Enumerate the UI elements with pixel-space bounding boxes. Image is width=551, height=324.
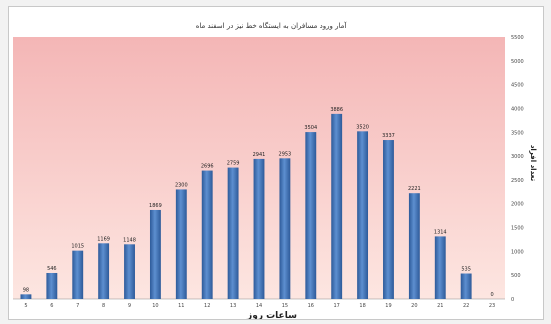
x-tick-label-13: 13 [230,303,236,309]
x-tick-label-10: 10 [152,303,158,309]
bar-13 [227,167,239,299]
y-tick-label-2500: 2500 [511,178,524,184]
y-tick-label-4500: 4500 [511,83,524,89]
data-label-11: 2300 [175,182,188,188]
data-label-8: 1169 [97,236,110,242]
data-label-15: 2953 [279,151,292,157]
data-label-5: 98 [23,287,29,293]
chart-area: آمار ورود مسافران به ایستگاه خط نیز در ا… [8,6,544,320]
y-tick-label-1500: 1500 [511,226,524,232]
data-label-9: 1148 [123,237,136,243]
chart-title: آمار ورود مسافران به ایستگاه خط نیز در ا… [196,21,348,30]
data-label-17: 3886 [330,107,343,113]
data-label-7: 1015 [71,244,84,250]
data-label-20: 2221 [408,186,421,192]
bar-12 [201,170,213,299]
x-tick-label-5: 5 [24,303,27,309]
data-labels-layer: 98 546 1015 1169 1148 1869 2300 2696 2759 2941 295… [23,107,494,298]
bar-21 [434,236,446,299]
bar-16 [305,132,317,299]
y-tick-label-500: 500 [511,273,521,279]
bar-22 [460,273,472,299]
x-tick-label-23: 23 [489,303,495,309]
bar-14 [253,158,265,299]
chart: آمار ورود مسافران به ایستگاه خط نیز در ا… [13,21,537,319]
bar-17 [331,113,343,299]
x-tick-label-7: 7 [76,303,79,309]
data-label-12: 2696 [201,164,214,170]
y-tick-label-0: 0 [511,297,514,303]
x-tick-label-9: 9 [128,303,131,309]
y-tick-label-1000: 1000 [511,249,524,255]
data-label-10: 1869 [149,203,162,209]
data-label-21: 1314 [434,229,447,235]
bar-20 [408,193,420,299]
x-tick-label-20: 20 [411,303,417,309]
x-tick-label-16: 16 [308,303,314,309]
x-axis-title: ساعات روز [246,311,297,319]
bar-6 [46,272,58,299]
bars-layer [20,113,472,299]
x-tick-label-22: 22 [463,303,469,309]
y-ticks-layer: 0 500 1000 1500 2000 2500 3000 3500 4000 4500 5000… [511,35,524,303]
x-tick-label-8: 8 [102,303,105,309]
x-tick-label-17: 17 [333,303,339,309]
bar-11 [175,189,187,299]
data-label-14: 2941 [253,152,266,158]
x-tick-label-18: 18 [359,303,365,309]
y-tick-label-5500: 5500 [511,35,524,41]
y-axis-title: تعداد افراد [529,145,537,182]
y-tick-label-3500: 3500 [511,130,524,136]
bar-15 [279,158,291,299]
data-label-16: 3504 [304,125,317,131]
y-tick-label-3000: 3000 [511,154,524,160]
data-label-19: 3337 [382,133,395,139]
bar-9 [124,244,135,299]
x-tick-label-14: 14 [256,303,262,309]
data-label-23: 0 [490,292,493,298]
x-tick-label-12: 12 [204,303,210,309]
data-label-22: 535 [461,267,471,273]
bar-19 [383,140,394,299]
bar-7 [72,250,84,299]
x-tick-label-15: 15 [282,303,288,309]
x-ticks-layer: 5 6 7 8 9 10 11 12 13 14 15 16 17 18 19 20 21 22 23 [24,303,495,309]
x-tick-label-21: 21 [437,303,443,309]
data-label-13: 2759 [227,161,240,167]
y-tick-label-2000: 2000 [511,202,524,208]
bar-18 [357,131,369,299]
data-label-6: 546 [47,266,57,272]
x-tick-label-11: 11 [178,303,184,309]
data-label-18: 3520 [356,124,369,130]
y-tick-label-5000: 5000 [511,59,524,65]
bar-5 [20,294,32,299]
bar-8 [98,243,110,299]
x-tick-label-6: 6 [50,303,53,309]
bar-10 [149,209,161,299]
x-tick-label-19: 19 [385,303,391,309]
y-tick-label-4000: 4000 [511,106,524,112]
